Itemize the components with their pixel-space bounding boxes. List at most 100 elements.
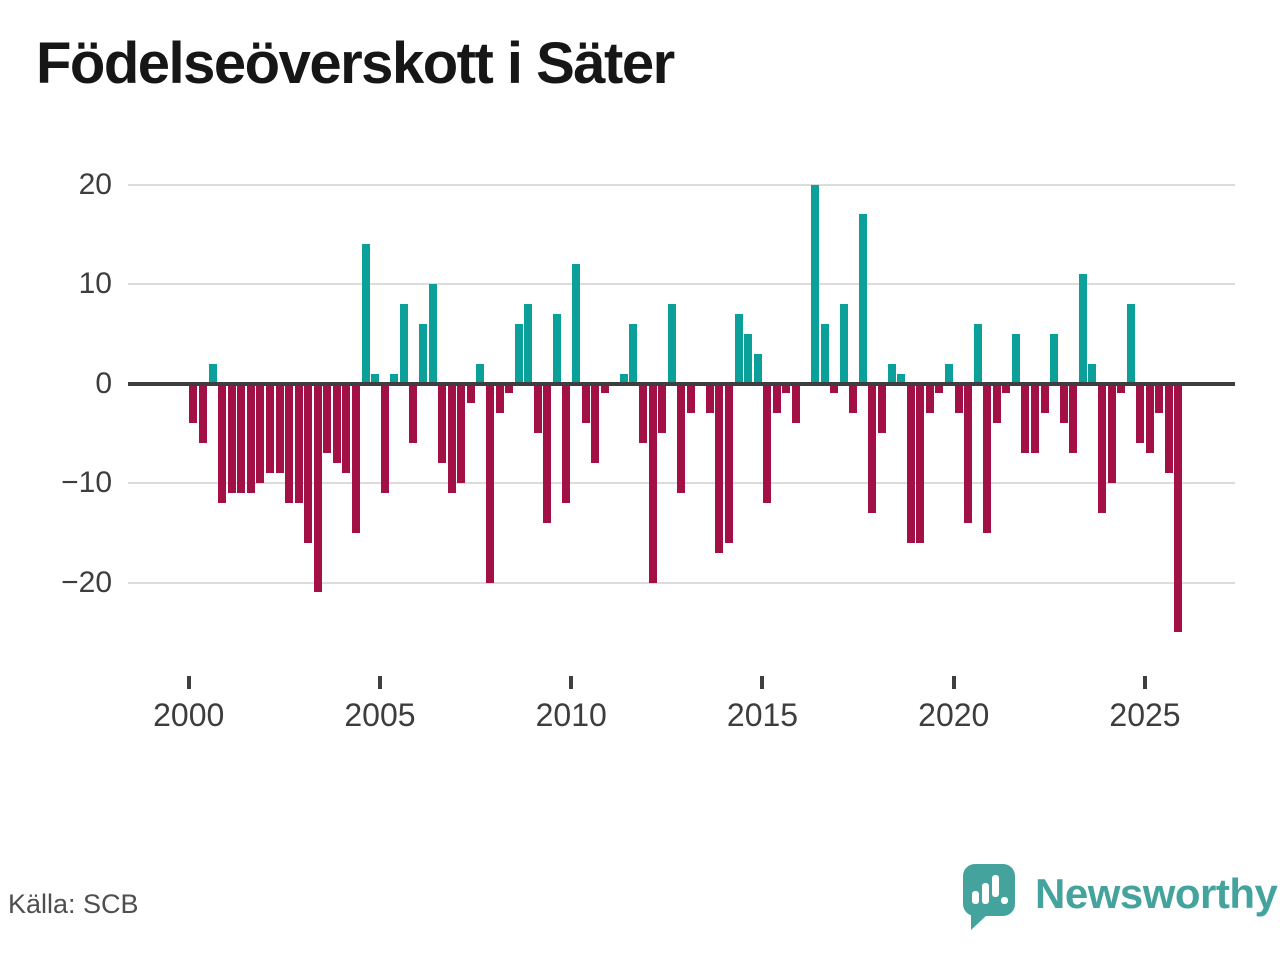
bar-2004Q3 — [361, 244, 370, 386]
bar-chart-speech-bubble-icon — [963, 864, 1015, 916]
bar-2020Q4 — [983, 381, 992, 533]
bar-2012Q1 — [648, 381, 657, 583]
bar-2015Q4 — [791, 381, 800, 424]
bar-2010Q3 — [591, 381, 600, 464]
bar-2012Q2 — [658, 381, 667, 434]
newsworthy-logo: Newsworthy — [963, 864, 1278, 930]
bar-2000Q4 — [218, 381, 227, 503]
bar-2023Q2 — [1078, 274, 1087, 386]
gridline — [128, 581, 1235, 584]
bar-2021Q2 — [1002, 381, 1011, 394]
bar-2019Q3 — [935, 381, 944, 394]
x-axis-tick-label: 2005 — [344, 697, 416, 733]
bar-2002Q3 — [285, 381, 294, 503]
bar-2009Q1 — [533, 381, 542, 434]
bar-2022Q4 — [1059, 381, 1068, 424]
bar-2002Q1 — [265, 381, 274, 474]
x-axis-tick — [760, 676, 765, 689]
bar-2019Q2 — [925, 381, 934, 414]
bar-2006Q3 — [438, 381, 447, 464]
bar-2017Q4 — [868, 381, 877, 513]
bar-2023Q4 — [1097, 381, 1106, 513]
bar-2015Q1 — [763, 381, 772, 503]
bar-2001Q1 — [227, 381, 236, 493]
y-axis-tick-label: 0 — [95, 366, 112, 400]
bar-2011Q4 — [638, 381, 647, 444]
bar-2024Q2 — [1117, 381, 1126, 394]
bar-2004Q1 — [342, 381, 351, 474]
bar-2008Q1 — [495, 381, 504, 414]
gridline — [128, 183, 1235, 186]
bar-2008Q4 — [524, 303, 533, 386]
x-axis-tick — [951, 676, 956, 689]
bar-2004Q4 — [371, 373, 380, 386]
bar-2013Q3 — [705, 381, 714, 414]
bar-2001Q2 — [237, 381, 246, 493]
bar-2010Q4 — [600, 381, 609, 394]
zero-axis-line — [128, 381, 1235, 386]
bar-2014Q2 — [734, 313, 743, 386]
bar-2023Q3 — [1088, 363, 1097, 386]
bar-2024Q3 — [1126, 303, 1135, 386]
x-axis-tick-label: 2020 — [918, 697, 990, 733]
x-axis-tick — [186, 676, 191, 689]
bar-2008Q3 — [514, 323, 523, 386]
bar-2016Q3 — [820, 323, 829, 386]
bar-2012Q4 — [677, 381, 686, 493]
bar-2003Q4 — [332, 381, 341, 464]
speech-bubble-tail — [971, 914, 988, 930]
bar-2017Q3 — [858, 214, 867, 386]
bar-2014Q1 — [725, 381, 733, 543]
gridline — [128, 283, 1235, 285]
bar-2002Q4 — [294, 381, 303, 503]
bar-2007Q3 — [476, 363, 485, 386]
y-axis-tick-label: 20 — [78, 167, 112, 201]
bar-2014Q4 — [753, 353, 762, 386]
bar-2021Q4 — [1021, 381, 1030, 454]
x-axis-tick — [569, 676, 574, 689]
bar-2024Q1 — [1107, 381, 1116, 483]
bar-2019Q4 — [944, 363, 953, 386]
bar-2007Q4 — [485, 381, 494, 583]
bar-2005Q2 — [390, 373, 399, 386]
x-axis-tick-label: 2015 — [726, 697, 799, 733]
brand-wordmark: Newsworthy — [1035, 870, 1278, 917]
bar-2007Q1 — [457, 381, 466, 483]
bar-2005Q3 — [399, 303, 408, 386]
x-axis-tick-label: 2000 — [153, 697, 225, 733]
bar-2003Q2 — [313, 381, 322, 593]
x-axis-tick — [1143, 676, 1147, 689]
bar-2017Q1 — [839, 303, 848, 386]
bar-2018Q3 — [897, 373, 906, 386]
bar-2011Q2 — [619, 373, 628, 386]
bar-2020Q1 — [954, 381, 963, 414]
bar-2020Q3 — [973, 323, 982, 386]
bar-2020Q2 — [964, 381, 973, 523]
bar-2009Q4 — [562, 381, 571, 503]
bar-2010Q1 — [572, 264, 580, 386]
bar-2001Q3 — [246, 381, 255, 493]
y-axis-tick-label: −20 — [61, 565, 112, 599]
bar-2018Q1 — [878, 381, 887, 434]
bar-2022Q3 — [1050, 333, 1059, 386]
bar-2025Q3 — [1164, 381, 1173, 474]
y-axis-tick-label: 10 — [78, 267, 112, 300]
bar-2013Q1 — [686, 381, 695, 414]
bar-2010Q2 — [581, 381, 590, 424]
bar-2001Q4 — [256, 381, 265, 483]
bar-2003Q1 — [304, 381, 313, 543]
bar-2014Q3 — [744, 333, 753, 386]
bar-2000Q1 — [189, 381, 198, 424]
bar-2018Q4 — [906, 381, 915, 543]
y-axis-tick-label: −10 — [61, 466, 112, 499]
bar-2021Q3 — [1011, 333, 1020, 386]
bar-2005Q4 — [409, 381, 418, 444]
bar-2019Q1 — [916, 381, 925, 543]
bar-2015Q2 — [772, 381, 781, 414]
bar-2000Q3 — [208, 363, 217, 386]
bar-2007Q2 — [466, 381, 475, 404]
bar-2025Q2 — [1155, 381, 1164, 414]
x-axis-tick-label: 2025 — [1109, 697, 1181, 733]
bar-2002Q2 — [275, 381, 284, 474]
